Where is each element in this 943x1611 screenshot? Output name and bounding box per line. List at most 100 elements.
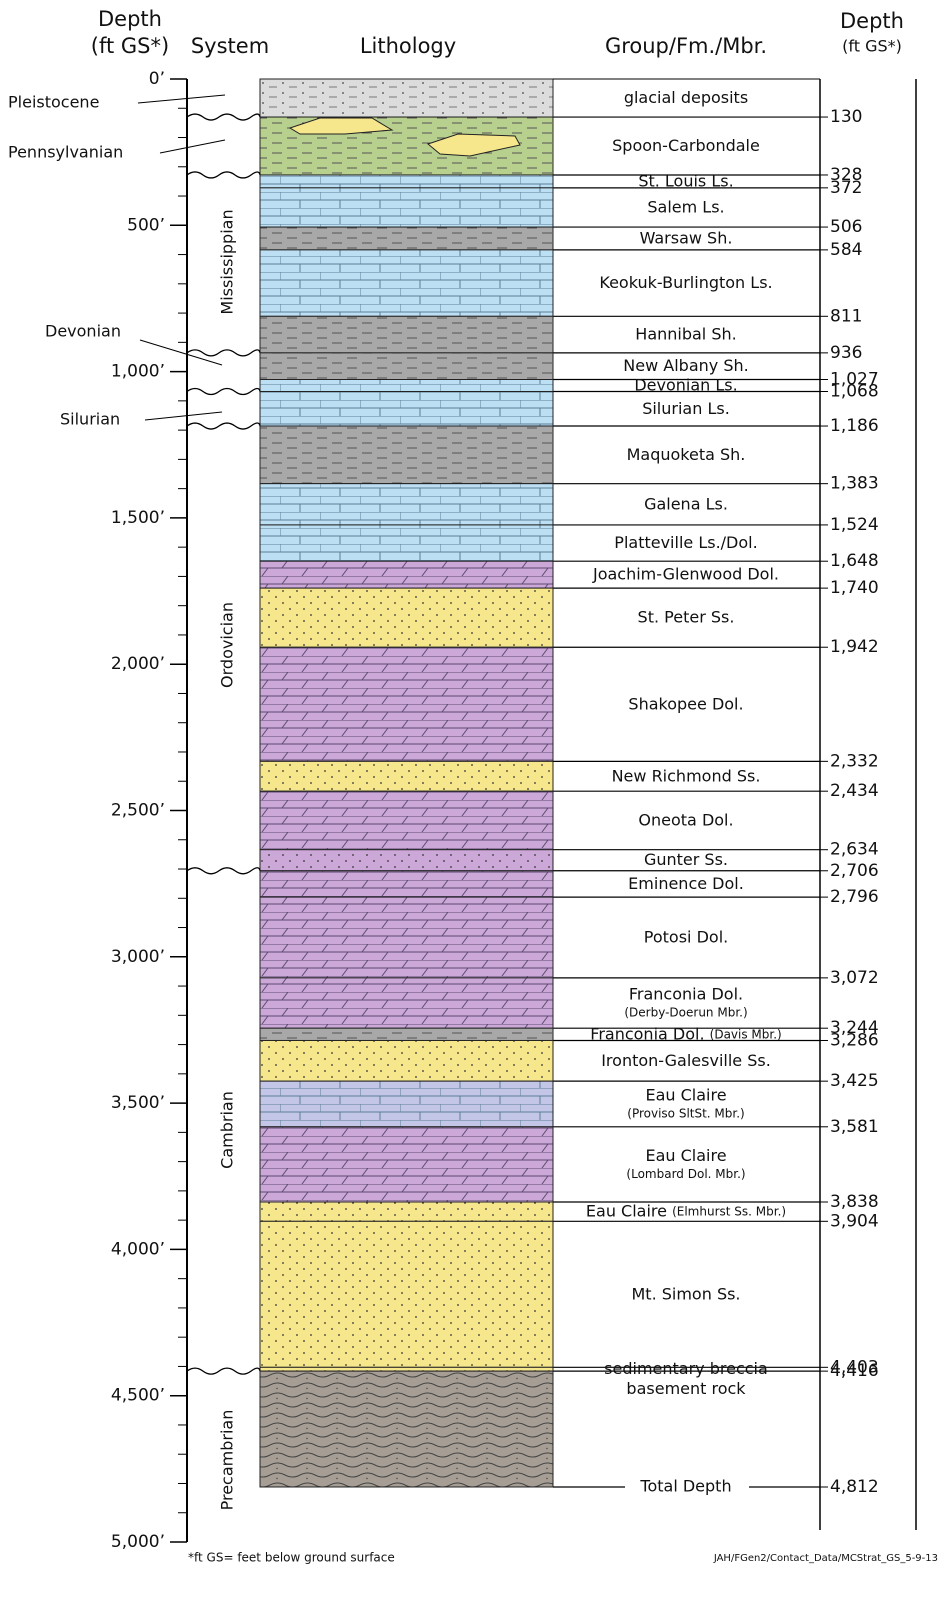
unit-name-text: New Richmond Ss. xyxy=(612,766,761,785)
depth-axis-label: 1,000’ xyxy=(111,362,165,382)
unit-pattern xyxy=(260,391,553,426)
unit-pattern xyxy=(260,1202,553,1221)
footnote: *ft GS= feet below ground surface xyxy=(188,1551,395,1565)
depth-label: 3,286 xyxy=(830,1030,879,1050)
depth-label: 1,524 xyxy=(830,515,879,535)
unit-name: basement rock xyxy=(626,1379,746,1398)
unit-name-text: Joachim-Glenwood Dol. xyxy=(592,564,779,583)
unit-name-text: Mt. Simon Ss. xyxy=(631,1284,740,1303)
system-boundary xyxy=(187,868,260,874)
unit-pattern xyxy=(260,380,553,392)
unit-member: (Elmhurst Ss. Mbr.) xyxy=(672,1204,786,1218)
unit-member: (Derby-Doerun Mbr.) xyxy=(624,1006,747,1020)
system-label: Mississippian xyxy=(218,209,237,314)
system-label: Devonian xyxy=(45,322,121,341)
system-boundary xyxy=(187,423,260,429)
depth-label: 2,706 xyxy=(830,861,879,881)
depth-label: 1,942 xyxy=(830,637,879,657)
depth-label: 2,332 xyxy=(830,751,879,771)
unit-pattern xyxy=(260,353,553,380)
depth-label: 584 xyxy=(830,240,862,260)
unit-name-text: St. Louis Ls. xyxy=(638,171,733,190)
depth-label: 1,068 xyxy=(830,381,879,401)
depth-label: 3,904 xyxy=(830,1211,879,1231)
system-label: Ordovician xyxy=(218,602,237,688)
system-label: Pennsylvanian xyxy=(8,143,123,162)
depth-axis-label: 2,000’ xyxy=(111,654,165,674)
unit-name-text: Gunter Ss. xyxy=(644,850,728,869)
unit-pattern xyxy=(260,175,553,188)
unit-member: (Lombard Dol. Mbr.) xyxy=(626,1167,745,1181)
unit-pattern xyxy=(260,188,553,227)
header: Depth (ft GS*) System Lithology Group/Fm… xyxy=(91,7,904,58)
unit-pattern xyxy=(260,79,553,117)
unit-name: Silurian Ls. xyxy=(642,398,730,417)
depth-label: 1,740 xyxy=(830,578,879,598)
header-lithology: Lithology xyxy=(360,34,456,58)
depth-label: 4,812 xyxy=(830,1477,879,1497)
unit-name-text: Keokuk-Burlington Ls. xyxy=(599,273,772,292)
unit-name: Maquoketa Sh. xyxy=(627,444,746,463)
unit-name-text: Eau Claire xyxy=(586,1201,667,1220)
system-label: Pleistocene xyxy=(8,93,99,112)
unit-name-text: Hannibal Sh. xyxy=(635,324,736,343)
unit-pattern xyxy=(260,1028,553,1040)
unit-name: Devonian Ls. xyxy=(634,375,737,394)
header-formation: Group/Fm./Mbr. xyxy=(605,34,767,58)
unit-name: Platteville Ls./Dol. xyxy=(614,533,757,552)
system-boundary xyxy=(187,388,260,394)
unit-name: Joachim-Glenwood Dol. xyxy=(592,564,779,583)
unit-name: St. Peter Ss. xyxy=(638,607,735,626)
depth-label: 2,796 xyxy=(830,887,879,907)
header-system: System xyxy=(191,34,269,58)
unit-name-text: glacial deposits xyxy=(624,88,748,107)
unit-name: St. Louis Ls. xyxy=(638,171,733,190)
depth-label: 3,838 xyxy=(830,1192,879,1212)
depth-axis-label: 0’ xyxy=(149,69,165,89)
unit-pattern xyxy=(260,426,553,484)
unit-pattern xyxy=(260,1221,553,1367)
unit-name: Eau Claire (Elmhurst Ss. Mbr.) xyxy=(586,1201,786,1220)
depth-axis-label: 3,500’ xyxy=(111,1093,165,1113)
depth-label: 2,634 xyxy=(830,840,879,860)
depth-label: 372 xyxy=(830,178,862,198)
unit-name: Gunter Ss. xyxy=(644,850,728,869)
header-depth: Depth xyxy=(98,7,162,31)
unit-pattern xyxy=(260,525,553,561)
unit-name-text: basement rock xyxy=(626,1379,746,1398)
unit-name: Franconia Dol. (Davis Mbr.) xyxy=(590,1024,781,1043)
unit-name-text: Devonian Ls. xyxy=(634,375,737,394)
depth-label: 936 xyxy=(830,343,862,363)
unit-name: New Albany Sh. xyxy=(623,356,748,375)
unit-pattern xyxy=(260,316,553,353)
unit-name: Eau Claire xyxy=(645,1085,726,1104)
system-label: Silurian xyxy=(60,410,120,429)
unit-name-text: New Albany Sh. xyxy=(623,356,748,375)
header-units: (ft GS*) xyxy=(91,34,169,58)
system-boundary xyxy=(187,350,260,356)
strat-column: glacial deposits130Spoon-Carbondale328St… xyxy=(0,0,943,1611)
depth-label: 130 xyxy=(830,107,862,127)
unit-name: Keokuk-Burlington Ls. xyxy=(599,273,772,292)
depth-label: 4,416 xyxy=(830,1361,879,1381)
unit-pattern xyxy=(260,1040,553,1081)
unit-name-text: Ironton-Galesville Ss. xyxy=(601,1050,771,1069)
unit-name-text: Salem Ls. xyxy=(647,197,724,216)
unit-name-text: Oneota Dol. xyxy=(638,810,733,829)
unit-pattern xyxy=(260,1081,553,1127)
unit-name-text: Spoon-Carbondale xyxy=(612,136,760,155)
unit-name: Hannibal Sh. xyxy=(635,324,736,343)
unit-name: New Richmond Ss. xyxy=(612,766,761,785)
unit-name: Warsaw Sh. xyxy=(640,228,733,247)
depth-axis-label: 5,000’ xyxy=(111,1532,165,1552)
depth-label: 506 xyxy=(830,217,862,237)
units: glacial deposits130Spoon-Carbondale328St… xyxy=(187,79,879,1497)
unit-name: Salem Ls. xyxy=(647,197,724,216)
total-depth: Total Depth xyxy=(639,1476,731,1495)
unit-name: Eminence Dol. xyxy=(628,873,744,892)
depth-axis-label: 2,500’ xyxy=(111,801,165,821)
system-boundary xyxy=(187,172,260,178)
system-label: Cambrian xyxy=(218,1091,237,1169)
unit-name: Ironton-Galesville Ss. xyxy=(601,1050,771,1069)
header-units-right: (ft GS*) xyxy=(842,37,902,56)
